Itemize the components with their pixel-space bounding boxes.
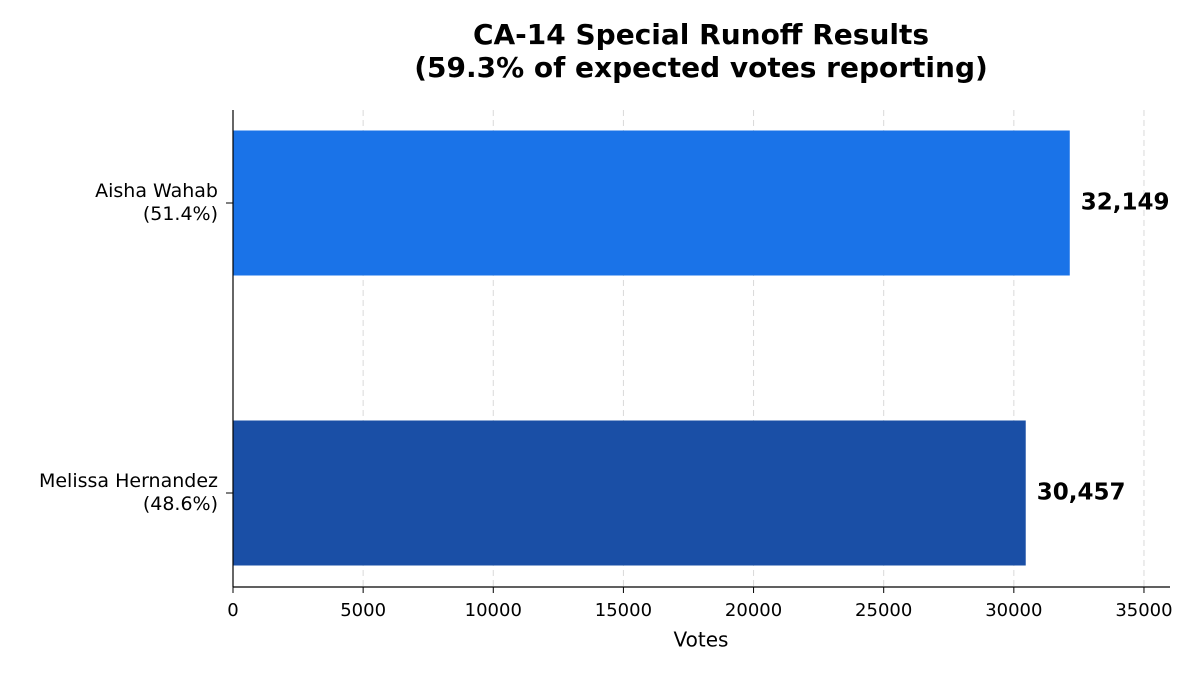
x-tick-label: 0 [227,600,238,621]
x-tick-label: 25000 [855,600,912,621]
bar [233,130,1070,276]
x-tick-label: 35000 [1115,600,1172,621]
y-tick-label: Melissa Hernandez (48.6%) [38,470,218,515]
x-tick-label: 10000 [465,600,522,621]
y-tick-label: Aisha Wahab (51.4%) [95,180,218,225]
value-label: 30,457 [1037,480,1126,506]
x-tick-label: 5000 [340,600,386,621]
bar [233,420,1026,566]
x-tick-label: 20000 [725,600,782,621]
x-axis-label: Votes [674,628,729,652]
chart-title: CA-14 Special Runoff Results (59.3% of e… [414,18,988,84]
x-tick-label: 15000 [595,600,652,621]
x-tick-label: 30000 [985,600,1042,621]
value-label: 32,149 [1081,190,1170,216]
